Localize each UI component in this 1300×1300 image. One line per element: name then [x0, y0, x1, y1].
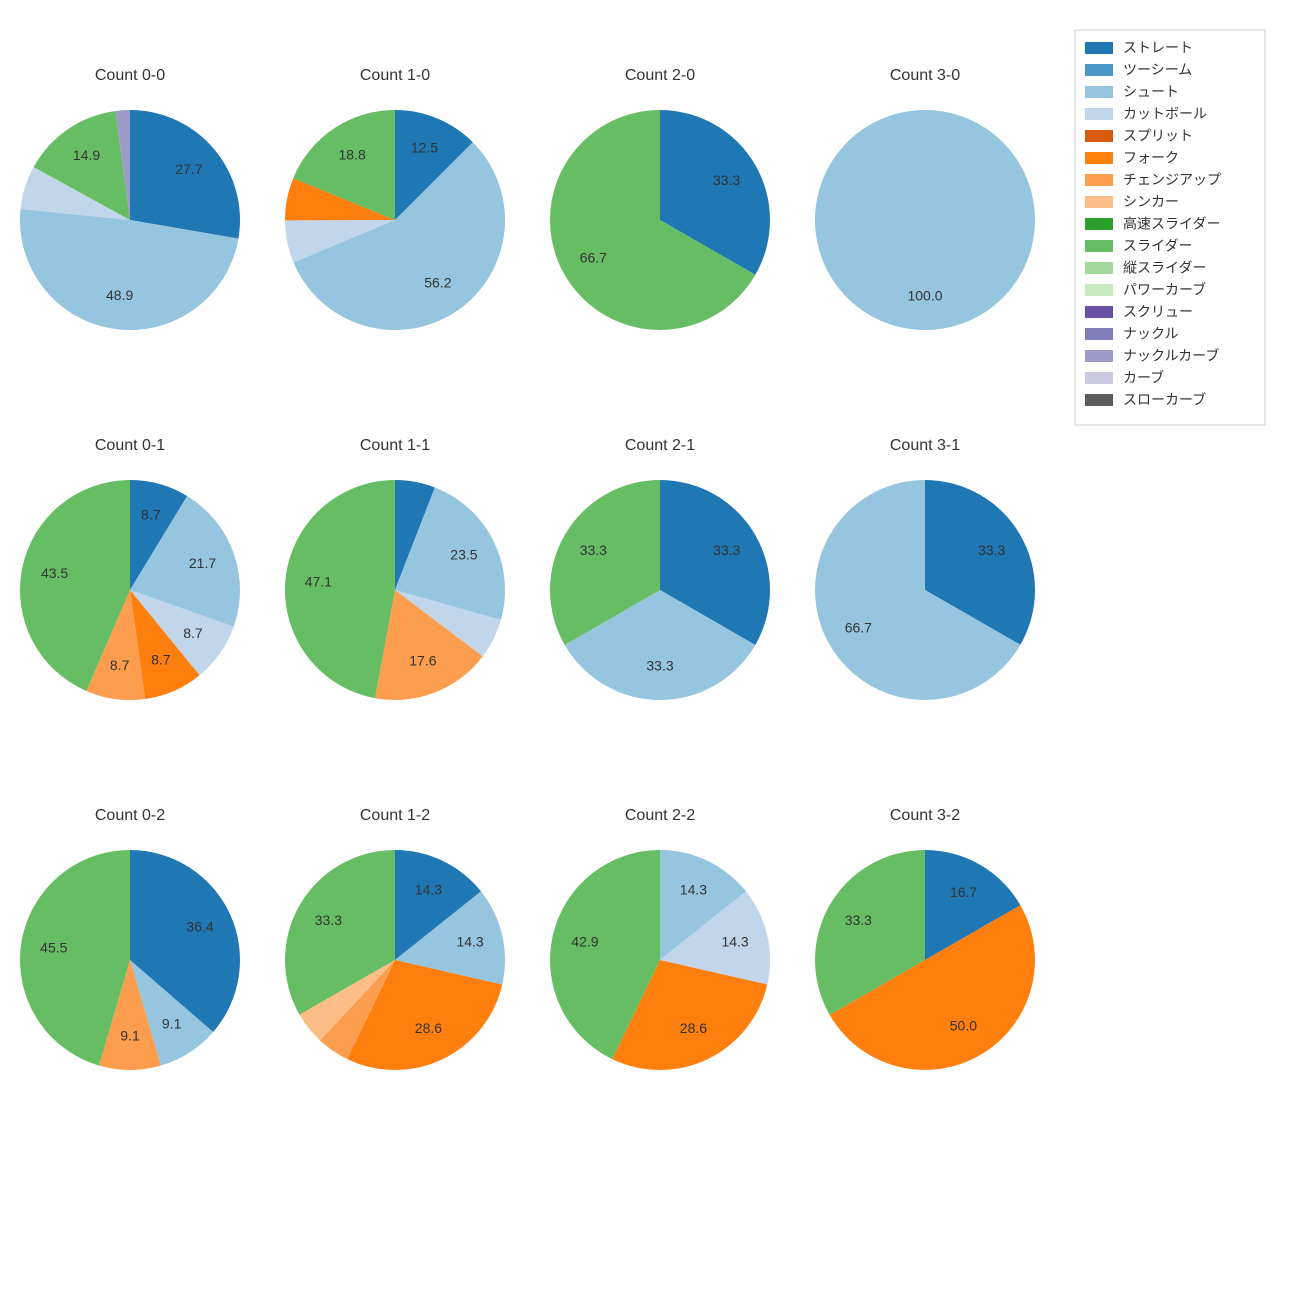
legend-label: スローカーブ — [1123, 392, 1206, 408]
legend-label: スプリット — [1123, 128, 1193, 144]
legend-label: ストレート — [1123, 40, 1193, 56]
legend-label: ナックルカーブ — [1123, 348, 1219, 364]
pie-title: Count 0-0 — [95, 67, 165, 84]
pie-slice-label: 9.1 — [120, 1028, 140, 1044]
legend-swatch — [1085, 152, 1113, 164]
pie-chart: Count 1-1 23.5 17.6 47.1 — [285, 437, 505, 700]
legend-label: 縦スライダー — [1123, 260, 1206, 276]
legend-swatch — [1085, 372, 1113, 384]
pie-title: Count 1-1 — [360, 437, 430, 454]
pie-slice-label: 66.7 — [580, 249, 607, 265]
pie-slice-label: 23.5 — [450, 546, 477, 562]
pie-chart: Count 3-1 33.3 66.7 — [815, 437, 1035, 700]
legend-label: シンカー — [1123, 194, 1179, 210]
legend-label: 高速スライダー — [1123, 216, 1220, 232]
legend-label: ツーシーム — [1123, 62, 1192, 78]
pie-chart: Count 1-0 12.5 56.2 18.8 — [285, 67, 505, 330]
pie-slice-label: 14.3 — [680, 881, 707, 897]
pie-slice-label: 100.0 — [907, 288, 942, 304]
pie-slice-label: 14.3 — [456, 934, 483, 950]
legend-swatch — [1085, 328, 1113, 340]
pie-title: Count 1-2 — [360, 807, 430, 824]
pie-slice-label: 66.7 — [845, 619, 872, 635]
pie-chart: Count 3-2 16.7 50.0 33.3 — [815, 807, 1035, 1070]
pie-slice-label: 43.5 — [41, 565, 68, 581]
pie-title: Count 0-2 — [95, 807, 165, 824]
legend-label: パワーカーブ — [1123, 282, 1206, 298]
pie-chart: Count 0-0 27.7 48.9 14.9 — [20, 67, 240, 330]
pie-slice-label: 33.3 — [580, 542, 607, 558]
pie-slice-label: 33.3 — [646, 658, 673, 674]
pie-chart: Count 2-0 33.3 66.7 — [550, 67, 770, 330]
pie-slice-label: 8.7 — [110, 657, 130, 673]
pie-slice-label: 33.3 — [713, 172, 740, 188]
pie-slice-label: 50.0 — [950, 1017, 977, 1033]
pie-slice-label: 33.3 — [315, 912, 342, 928]
pie-slice-label: 14.3 — [415, 881, 442, 897]
pie-slice-label: 16.7 — [950, 884, 977, 900]
legend-swatch — [1085, 218, 1113, 230]
pie-chart: Count 0-2 36.4 9.1 9.1 45.5 — [20, 807, 240, 1070]
pie-slice-label: 33.3 — [845, 912, 872, 928]
pie-title: Count 2-0 — [625, 67, 695, 84]
legend-swatch — [1085, 394, 1113, 406]
pie-slice-label: 12.5 — [411, 140, 438, 156]
pie-slice-label: 14.3 — [721, 934, 748, 950]
pie-slice-label: 27.7 — [175, 161, 202, 177]
pie-chart: Count 2-2 14.3 14.3 28.6 42.9 — [550, 807, 770, 1070]
pie-slice-label: 14.9 — [73, 147, 100, 163]
pie-slice-label: 33.3 — [978, 542, 1005, 558]
pie-title: Count 3-2 — [890, 807, 960, 824]
legend-label: カットボール — [1123, 106, 1207, 122]
legend: ストレートツーシームシュートカットボールスプリットフォークチェンジアップシンカー… — [1075, 30, 1265, 425]
pie-slice-label: 36.4 — [186, 919, 213, 935]
pie-slice-label: 28.6 — [415, 1020, 442, 1036]
legend-swatch — [1085, 240, 1113, 252]
legend-swatch — [1085, 42, 1113, 54]
pie-title: Count 3-0 — [890, 67, 960, 84]
pie-slice-label: 33.3 — [713, 542, 740, 558]
legend-label: スライダー — [1123, 238, 1192, 254]
legend-swatch — [1085, 306, 1113, 318]
pie-slice-label: 48.9 — [106, 287, 133, 303]
pie-title: Count 0-1 — [95, 437, 165, 454]
pie-slice-label: 56.2 — [424, 275, 451, 291]
pie-slice-label: 18.8 — [338, 147, 365, 163]
legend-label: カーブ — [1123, 370, 1164, 386]
legend-swatch — [1085, 86, 1113, 98]
legend-swatch — [1085, 350, 1113, 362]
legend-swatch — [1085, 130, 1113, 142]
pie-slice-label: 42.9 — [571, 934, 598, 950]
pie-chart: Count 3-0 100.0 — [815, 67, 1035, 330]
pie-slice-label: 8.7 — [151, 651, 171, 667]
pie-slice-label: 21.7 — [189, 555, 216, 571]
pie-chart: Count 0-1 8.7 21.7 8.7 8.7 8.7 43.5 — [20, 437, 240, 700]
pie-slice-label: 8.7 — [141, 507, 161, 523]
pie-slice-label: 8.7 — [183, 625, 203, 641]
legend-label: シュート — [1123, 84, 1179, 100]
pie-title: Count 3-1 — [890, 437, 960, 454]
legend-swatch — [1085, 262, 1113, 274]
pie-slice-label: 9.1 — [162, 1015, 182, 1031]
pie-chart: Count 2-1 33.3 33.3 33.3 — [550, 437, 770, 700]
pie-slice-label: 47.1 — [305, 574, 332, 590]
pie-title: Count 1-0 — [360, 67, 430, 84]
pie-slice-label: 28.6 — [680, 1020, 707, 1036]
pie-title: Count 2-2 — [625, 807, 695, 824]
legend-swatch — [1085, 174, 1113, 186]
pie-chart: Count 1-2 14.3 14.3 28.6 33.3 — [285, 807, 505, 1070]
pie-slice-label: 45.5 — [40, 940, 67, 956]
pitch-count-pie-grid: Count 0-0 27.7 48.9 14.9 Count 1-0 12.5 56.2 18… — [0, 0, 1300, 1300]
pie-title: Count 2-1 — [625, 437, 695, 454]
legend-label: フォーク — [1123, 150, 1179, 166]
legend-swatch — [1085, 284, 1113, 296]
legend-label: ナックル — [1123, 326, 1179, 342]
pie-slice — [285, 480, 395, 698]
legend-label: チェンジアップ — [1123, 172, 1221, 188]
pie-slice-label: 17.6 — [409, 652, 436, 668]
legend-swatch — [1085, 108, 1113, 120]
legend-label: スクリュー — [1123, 304, 1193, 320]
legend-swatch — [1085, 64, 1113, 76]
legend-swatch — [1085, 196, 1113, 208]
